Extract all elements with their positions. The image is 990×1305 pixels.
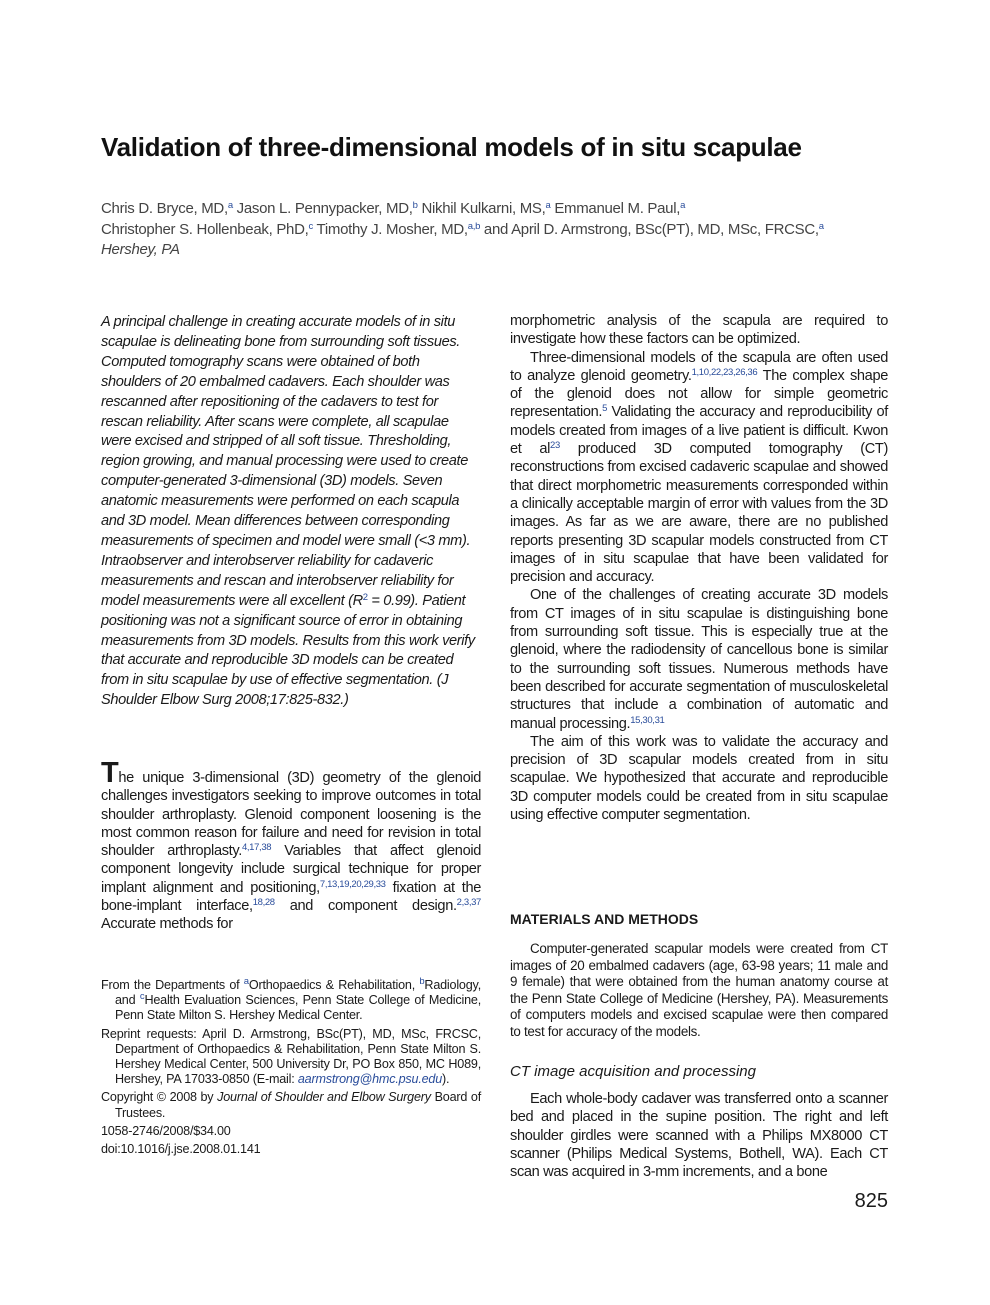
italic-run: Hershey, PA bbox=[101, 241, 180, 258]
superscript: a bbox=[545, 200, 551, 211]
methods-body: Computer-generated scapular models were … bbox=[510, 941, 888, 1040]
text-run: 1058-2746/2008/$34.00 bbox=[101, 1123, 231, 1138]
text-run: Nikhil Kulkarni, MS, bbox=[417, 200, 546, 217]
text-run: A principal challenge in creating accura… bbox=[101, 314, 471, 609]
text-run: Variables that affect glenoid component … bbox=[101, 843, 481, 896]
text-run: = 0.99). Patient positioning was not a s… bbox=[101, 592, 475, 709]
text-run: Accurate methods for bbox=[101, 916, 233, 933]
text-run: ). bbox=[442, 1072, 450, 1087]
superscript: 18,28 bbox=[252, 897, 275, 909]
paragraph: The aim of this work was to validate the… bbox=[510, 733, 888, 824]
text-run: Validating the accuracy and reproducibil… bbox=[510, 404, 888, 458]
text-run: produced 3D computed tomography (CT) rec… bbox=[510, 441, 888, 586]
section-heading: MATERIALS AND METHODS bbox=[510, 911, 699, 927]
text-run: Orthopaedics & Rehabilitation, bbox=[248, 978, 420, 992]
text-run: Reprint requests: April D. Armstrong, BS… bbox=[101, 1026, 481, 1087]
superscript: 15,30,31 bbox=[630, 714, 665, 726]
text-run: From the Departments of bbox=[101, 978, 244, 992]
text-run: Radiology, and bbox=[115, 978, 481, 1008]
superscript: 23 bbox=[550, 440, 560, 452]
authors-line: Christopher S. Hollenbeak, PhD,c Timothy… bbox=[101, 221, 824, 238]
text-run: Jason L. Pennypacker, MD, bbox=[232, 200, 413, 217]
text-run: Each whole-body cadaver was transferred … bbox=[510, 1091, 888, 1181]
text-run: and April D. Armstrong, BSc(PT), MD, MSc… bbox=[480, 221, 819, 238]
footnote: doi:10.1016/j.jse.2008.01.141 bbox=[101, 1142, 481, 1157]
paragraph: Three-dimensional models of the scapula … bbox=[510, 349, 888, 587]
text-run: Board of Trustees. bbox=[115, 1090, 481, 1120]
authors-line: Chris D. Bryce, MD,a Jason L. Pennypacke… bbox=[101, 200, 685, 217]
drop-cap: T bbox=[101, 757, 119, 789]
superscript: a bbox=[680, 200, 686, 211]
text-run: Computer-generated scapular models were … bbox=[510, 941, 888, 1039]
article-title: Validation of three-dimensional models o… bbox=[101, 132, 802, 162]
paragraph: The unique 3-dimensional (3D) geometry o… bbox=[101, 759, 482, 934]
superscript: 1,10,22,23,26,36 bbox=[691, 366, 758, 378]
superscript: 2,3,37 bbox=[456, 897, 482, 909]
footnotes: From the Departments of aOrthopaedics & … bbox=[101, 976, 481, 1160]
affiliation-place: Hershey, PA bbox=[101, 241, 180, 258]
text-run: Chris D. Bryce, MD, bbox=[101, 200, 228, 217]
superscript: 5 bbox=[602, 403, 608, 415]
text-run: Health Evaluation Sciences, Penn State C… bbox=[115, 993, 481, 1023]
text-run: Three-dimensional models of the scapula … bbox=[510, 349, 888, 384]
superscript: c bbox=[139, 991, 145, 1003]
superscript: c bbox=[308, 221, 313, 232]
superscript: 2 bbox=[362, 591, 368, 603]
subsection-heading: CT image acquisition and processing bbox=[510, 1063, 756, 1080]
text-run: The complex shape of the glenoid does no… bbox=[510, 367, 888, 421]
superscript: b bbox=[412, 200, 418, 211]
abstract-text: A principal challenge in creating accura… bbox=[101, 313, 481, 711]
superscript: b bbox=[419, 976, 425, 987]
text-run: and component design. bbox=[274, 898, 457, 915]
text-run: morphometric analysis of the scapula are… bbox=[510, 313, 888, 348]
italic-run: Journal of Shoulder and Elbow Surgery bbox=[217, 1090, 431, 1105]
paragraph: Each whole-body cadaver was transferred … bbox=[510, 1090, 888, 1181]
subsection-body: Each whole-body cadaver was transferred … bbox=[510, 1090, 888, 1181]
right-body: morphometric analysis of the scapula are… bbox=[510, 312, 888, 824]
paragraph: One of the challenges of creating accura… bbox=[510, 586, 888, 732]
footnote: Copyright © 2008 by Journal of Shoulder … bbox=[101, 1090, 481, 1120]
superscript: a,b bbox=[467, 221, 481, 232]
superscript: a bbox=[243, 976, 249, 987]
italic-run: aarmstrong@hmc.psu.edu bbox=[297, 1072, 443, 1087]
superscript: 4,17,38 bbox=[241, 842, 272, 854]
paragraph: morphometric analysis of the scapula are… bbox=[510, 312, 888, 349]
text-run: he unique 3-dimensional (3D) geometry of… bbox=[101, 770, 481, 860]
text-run: Timothy J. Mosher, MD, bbox=[312, 221, 469, 238]
text-run: One of the challenges of creating accura… bbox=[510, 587, 888, 732]
text-run: Emmanuel M. Paul, bbox=[550, 200, 681, 217]
abstract: A principal challenge in creating accura… bbox=[101, 313, 481, 711]
text-run: Copyright © 2008 by bbox=[101, 1090, 218, 1105]
text-run: The aim of this work was to validate the… bbox=[510, 733, 888, 824]
footnote: 1058-2746/2008/$34.00 bbox=[101, 1124, 481, 1139]
footnote: Reprint requests: April D. Armstrong, BS… bbox=[101, 1027, 481, 1088]
page-number: 825 bbox=[854, 1190, 888, 1212]
superscript: a bbox=[818, 221, 824, 232]
text-run: doi:10.1016/j.jse.2008.01.141 bbox=[101, 1142, 261, 1157]
footnote: From the Departments of aOrthopaedics & … bbox=[101, 976, 481, 1024]
superscript: 7,13,19,20,29,33 bbox=[319, 878, 386, 890]
left-body: The unique 3-dimensional (3D) geometry o… bbox=[101, 759, 482, 934]
paragraph: Computer-generated scapular models were … bbox=[510, 941, 888, 1040]
text-run: fixation at the bone-implant interface, bbox=[101, 879, 481, 915]
superscript: a bbox=[227, 200, 233, 211]
text-run: Christopher S. Hollenbeak, PhD, bbox=[101, 221, 309, 238]
